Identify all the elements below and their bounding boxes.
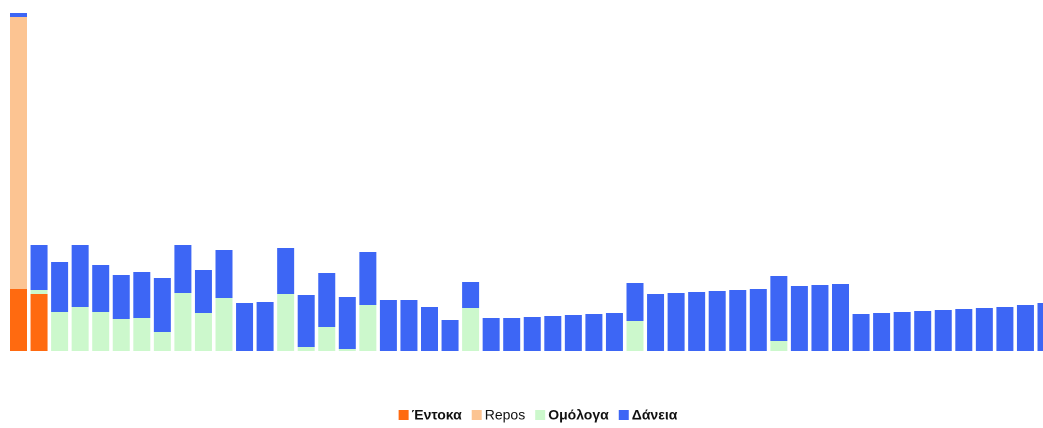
bar-segment: [112, 319, 130, 351]
bar-segment: [297, 347, 315, 351]
bar-segment: [934, 310, 952, 351]
bar-segment: [277, 294, 295, 351]
bar-segment: [914, 311, 932, 351]
bar-segment: [71, 245, 89, 307]
bar-segment: [852, 314, 870, 351]
bar-segment: [688, 292, 706, 351]
bar-segment: [832, 284, 849, 351]
bar-segment: [564, 315, 582, 351]
bar-segment: [626, 283, 644, 321]
bar-segment: [10, 17, 27, 289]
bar-segment: [790, 286, 808, 351]
bar-segment: [482, 318, 500, 351]
bar-segment: [1037, 303, 1043, 351]
bar-segment: [318, 273, 336, 327]
bar-segment: [92, 265, 110, 312]
bar-segment: [133, 272, 151, 318]
bar-segment: [30, 245, 48, 290]
bar-segment: [112, 275, 130, 319]
bar-segment: [174, 245, 192, 293]
bar-segment: [770, 276, 788, 341]
bar-segment: [174, 293, 192, 351]
bar-segment: [605, 313, 623, 351]
legend-label: Repos: [485, 407, 525, 423]
bar-segment: [400, 300, 418, 351]
bar-segment: [215, 298, 233, 351]
bar-segment: [10, 289, 27, 351]
bar-segment: [893, 312, 911, 351]
bar-segment: [30, 294, 48, 351]
bar-segment: [523, 317, 541, 351]
bar-segment: [503, 318, 521, 351]
bar-segment: [338, 297, 356, 349]
legend-label: Δάνεια: [632, 407, 678, 423]
bar-segment: [626, 321, 644, 351]
bar-segment: [318, 327, 336, 351]
bar-segment: [462, 282, 480, 308]
bar-segment: [544, 316, 562, 351]
bar-segment: [30, 290, 48, 294]
bar-segment: [256, 302, 274, 351]
bar-segment: [359, 252, 377, 305]
bar-segment: [667, 293, 685, 351]
bar-segment: [10, 13, 27, 17]
bar-segment: [338, 349, 356, 351]
bar-segment: [153, 278, 171, 332]
bar-segment: [277, 248, 295, 294]
bar-segment: [236, 303, 254, 351]
bar-segment: [359, 305, 377, 351]
legend-label: Έντοκα: [412, 407, 462, 423]
legend-swatch: [398, 410, 409, 420]
bar-segment: [647, 294, 665, 351]
bar-segment: [1016, 305, 1034, 351]
legend-swatch: [618, 410, 629, 420]
bar-segment: [194, 270, 212, 313]
bar-segment: [441, 320, 459, 351]
legend-label: Ομόλογα: [548, 407, 609, 423]
bar-segment: [811, 285, 829, 351]
bar-segment: [71, 307, 89, 351]
bar-segment: [585, 314, 603, 351]
bar-segment: [421, 307, 438, 351]
bar-segment: [749, 289, 767, 351]
legend-swatch: [535, 410, 546, 420]
bar-segment: [194, 313, 212, 351]
bar-segment: [975, 308, 993, 351]
bar-segment: [379, 300, 397, 351]
bar-segment: [92, 312, 110, 351]
legend-swatch: [471, 410, 482, 420]
bar-segment: [51, 262, 69, 312]
bar-segment: [297, 295, 315, 347]
bar-segment: [729, 290, 747, 351]
bar-segment: [996, 307, 1014, 351]
bar-segment: [770, 341, 788, 351]
bar-segment: [462, 308, 480, 351]
bar-segment: [955, 309, 973, 351]
bar-segment: [51, 312, 69, 351]
bar-segment: [708, 291, 726, 351]
bar-segment: [873, 313, 891, 351]
bar-segment: [153, 332, 171, 351]
bar-segment: [215, 250, 233, 298]
bar-segment: [133, 318, 151, 351]
